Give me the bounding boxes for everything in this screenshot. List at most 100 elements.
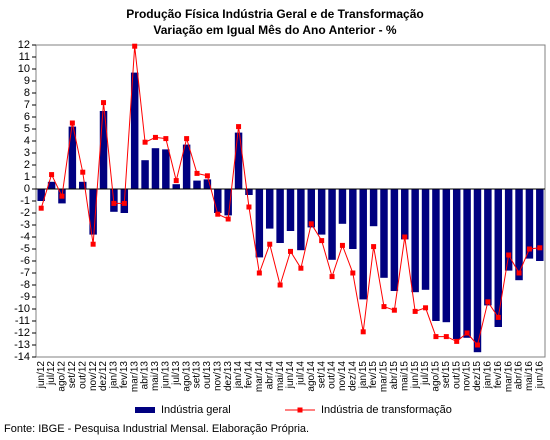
x-tick-label: mai/16 — [524, 361, 535, 391]
line-marker — [319, 238, 325, 244]
bar — [193, 180, 201, 189]
bar — [390, 189, 399, 291]
line-marker — [495, 314, 501, 320]
bar — [255, 189, 264, 258]
x-tick-label: fev/15 — [368, 361, 379, 389]
y-tick-label: 1 — [24, 171, 30, 183]
y-tick-label: 8 — [24, 87, 30, 99]
x-tick-label: jul/12 — [46, 361, 57, 386]
line-marker — [443, 334, 449, 340]
bar — [432, 189, 440, 321]
x-tick-label: mar/13 — [129, 361, 140, 393]
x-tick-label: ago/13 — [181, 361, 192, 392]
line-marker — [371, 244, 377, 250]
x-tick-label: jan/14 — [233, 361, 244, 390]
y-tick-label: -12 — [14, 327, 30, 339]
x-tick-label: ago/15 — [431, 361, 442, 392]
x-tick-label: set/15 — [441, 361, 452, 389]
line-marker — [391, 307, 397, 313]
line-marker — [288, 248, 293, 254]
y-tick-label: 6 — [24, 111, 30, 123]
bar — [359, 189, 367, 300]
bar — [452, 189, 461, 339]
line-marker — [121, 200, 127, 206]
y-tick-label: -4 — [20, 231, 30, 243]
line-marker — [59, 193, 65, 199]
y-tick-label: 9 — [24, 75, 30, 87]
bar — [99, 111, 108, 189]
x-tick-label: fev/13 — [119, 361, 130, 389]
y-tick-label: -2 — [20, 207, 30, 219]
line-marker — [215, 211, 221, 217]
line-marker — [204, 173, 210, 179]
line-marker — [163, 136, 169, 142]
line-marker — [329, 274, 335, 280]
x-tick-label: set/12 — [67, 361, 78, 389]
y-tick-label: 3 — [24, 147, 30, 159]
x-tick-label: abr/14 — [264, 361, 275, 390]
bar — [130, 72, 139, 189]
legend-swatch — [135, 407, 155, 413]
bar — [151, 148, 160, 189]
bar — [286, 189, 295, 231]
bar — [536, 189, 544, 261]
bar — [79, 181, 87, 189]
line-marker — [402, 234, 408, 240]
y-tick-label: -14 — [14, 351, 30, 363]
line-marker — [49, 172, 55, 178]
bar — [172, 184, 180, 189]
x-tick-label: jul/13 — [171, 361, 182, 386]
x-tick-label: mar/14 — [254, 361, 265, 393]
x-tick-label: out/14 — [327, 361, 338, 389]
y-tick-label: -9 — [20, 291, 30, 303]
y-tick-label: 12 — [18, 39, 30, 51]
line-marker — [256, 270, 262, 276]
x-tick-label: jan/13 — [109, 361, 120, 390]
x-tick-label: abr/15 — [389, 361, 400, 390]
line-marker — [308, 221, 314, 227]
line-marker — [298, 265, 304, 271]
line-marker — [69, 120, 75, 126]
x-tick-label: ago/14 — [306, 361, 317, 392]
bar — [411, 189, 419, 293]
y-tick-label: -1 — [20, 195, 30, 207]
line-marker — [225, 216, 231, 222]
x-tick-label: jan/16 — [483, 361, 494, 390]
y-tick-label: -11 — [15, 315, 30, 327]
line-marker — [142, 139, 148, 145]
x-tick-label: out/13 — [202, 361, 213, 389]
line-marker — [360, 329, 366, 335]
x-tick-label: abr/13 — [140, 361, 151, 390]
y-tick-label: -7 — [20, 267, 30, 279]
line-marker — [194, 170, 200, 176]
line-marker — [485, 299, 491, 305]
y-tick-label: -6 — [20, 255, 30, 267]
y-tick-label: 0 — [24, 183, 30, 195]
bar — [380, 189, 388, 278]
x-tick-label: jun/13 — [160, 361, 171, 390]
x-tick-label: ago/12 — [57, 361, 68, 392]
y-tick-label: 4 — [24, 135, 30, 147]
x-tick-label: nov/14 — [337, 361, 348, 391]
line-marker — [464, 330, 470, 336]
bar — [328, 189, 336, 260]
x-tick-label: fev/14 — [244, 361, 255, 389]
bar — [37, 189, 45, 201]
x-tick-label: abr/16 — [514, 361, 525, 390]
x-tick-label: jan/15 — [358, 361, 369, 390]
x-tick-label: set/13 — [192, 361, 203, 389]
line-marker — [516, 270, 522, 276]
line-marker — [277, 282, 283, 288]
x-tick-label: dez/12 — [98, 361, 109, 391]
bar — [525, 189, 534, 259]
x-tick-label: jun/12 — [36, 361, 47, 390]
bar — [338, 189, 347, 224]
line-marker — [90, 241, 96, 247]
line-marker — [433, 334, 439, 340]
line-marker — [267, 241, 273, 247]
y-tick-label: -5 — [20, 243, 30, 255]
line-marker — [246, 204, 252, 210]
y-tick-label: -10 — [14, 303, 30, 315]
line-marker — [236, 124, 242, 130]
line-marker — [339, 242, 345, 248]
